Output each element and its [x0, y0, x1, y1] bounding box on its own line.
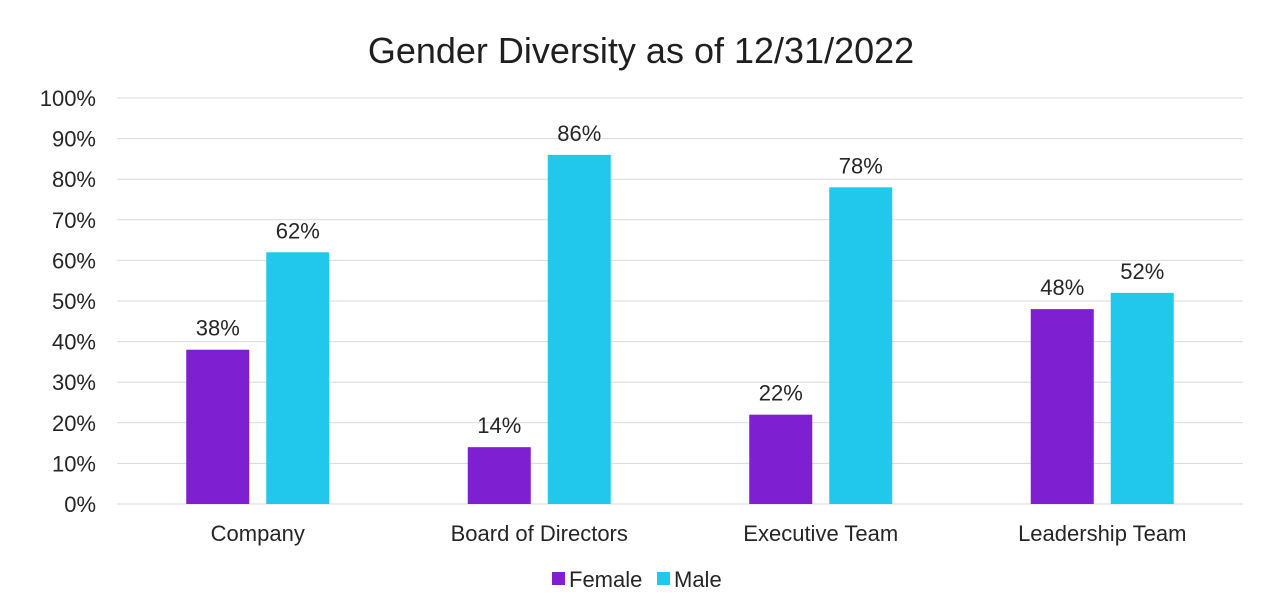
y-axis-ticks: 0% 10% 20% 30% 40% 50% 60% 70% 80% 90% 100%: [40, 86, 96, 517]
legend-swatch-female: [552, 572, 565, 585]
y-tick-label: 0%: [64, 492, 96, 517]
y-tick-label: 20%: [52, 411, 96, 436]
y-tick-label: 70%: [52, 208, 96, 233]
data-label: 48%: [1040, 275, 1084, 300]
y-tick-label: 40%: [52, 330, 96, 355]
data-label: 22%: [759, 381, 803, 406]
legend-label-female: Female: [569, 567, 642, 592]
y-tick-label: 90%: [52, 127, 96, 152]
data-label: 78%: [839, 153, 883, 178]
y-tick-label: 50%: [52, 289, 96, 314]
data-label: 62%: [276, 218, 320, 243]
bars: [186, 154, 1174, 504]
bar-female: [186, 349, 250, 504]
legend-swatch-male: [657, 572, 670, 585]
data-labels: 38% 62% 14% 86% 22% 78% 48% 52%: [196, 121, 1165, 438]
bar-male: [547, 154, 611, 504]
y-tick-label: 10%: [52, 451, 96, 476]
x-axis-categories: Company Board of Directors Executive Team L…: [211, 521, 1187, 546]
legend: Female Male: [552, 567, 722, 592]
x-category-label: Executive Team: [743, 521, 898, 546]
bar-male: [1110, 292, 1174, 504]
legend-label-male: Male: [674, 567, 722, 592]
data-label: 86%: [557, 121, 601, 146]
bar-male: [829, 187, 893, 504]
bar-female: [749, 414, 813, 504]
data-label: 52%: [1120, 259, 1164, 284]
y-tick-label: 30%: [52, 370, 96, 395]
bar-male: [266, 252, 330, 504]
y-tick-label: 60%: [52, 248, 96, 273]
data-label: 38%: [196, 316, 240, 341]
y-tick-label: 100%: [40, 86, 96, 111]
x-category-label: Company: [211, 521, 305, 546]
bar-female: [467, 447, 531, 504]
y-tick-label: 80%: [52, 167, 96, 192]
chart-title: Gender Diversity as of 12/31/2022: [368, 30, 914, 71]
x-category-label: Board of Directors: [451, 521, 628, 546]
x-category-label: Leadership Team: [1018, 521, 1186, 546]
bar-female: [1030, 309, 1094, 504]
data-label: 14%: [477, 413, 521, 438]
